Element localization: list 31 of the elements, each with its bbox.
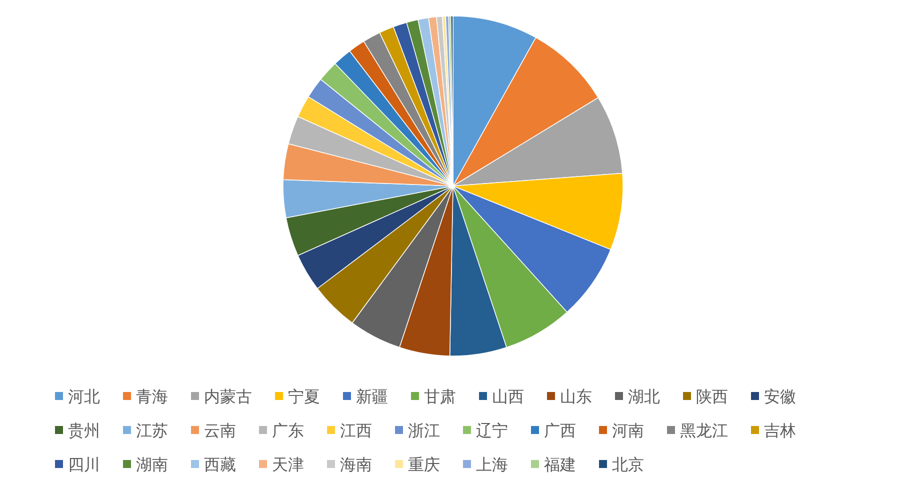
legend-label: 北京 — [612, 455, 644, 474]
legend-label: 天津 — [272, 455, 304, 474]
legend-label: 青海 — [136, 387, 168, 406]
legend-label: 湖南 — [136, 455, 168, 474]
legend-label: 黑龙江 — [680, 421, 728, 440]
legend-label: 西藏 — [204, 455, 236, 474]
legend-label: 江苏 — [136, 421, 168, 440]
legend-label: 甘肃 — [424, 387, 456, 406]
legend-label: 吉林 — [764, 421, 796, 440]
legend-label: 辽宁 — [476, 421, 508, 440]
legend-label: 宁夏 — [288, 387, 320, 406]
legend-label: 海南 — [340, 455, 372, 474]
legend-label: 内蒙古 — [204, 387, 252, 406]
legend-label: 河北 — [68, 387, 100, 406]
legend-label: 山东 — [560, 387, 592, 406]
legend-label: 四川 — [68, 455, 100, 474]
legend-label: 重庆 — [408, 455, 440, 474]
legend-label: 贵州 — [68, 421, 100, 440]
legend-label: 浙江 — [408, 421, 440, 440]
legend-label: 山西 — [492, 387, 524, 406]
legend-label: 上海 — [476, 455, 508, 474]
legend-label: 安徽 — [764, 387, 796, 406]
legend-label: 福建 — [544, 455, 576, 474]
legend-label: 新疆 — [356, 387, 388, 406]
legend-label: 湖北 — [628, 387, 660, 406]
legend-label: 江西 — [340, 421, 372, 440]
legend-label: 广东 — [272, 421, 304, 440]
legend-label: 广西 — [544, 421, 576, 440]
legend-label: 云南 — [204, 421, 236, 440]
legend-label: 河南 — [612, 421, 644, 440]
legend-label: 陕西 — [696, 387, 728, 406]
